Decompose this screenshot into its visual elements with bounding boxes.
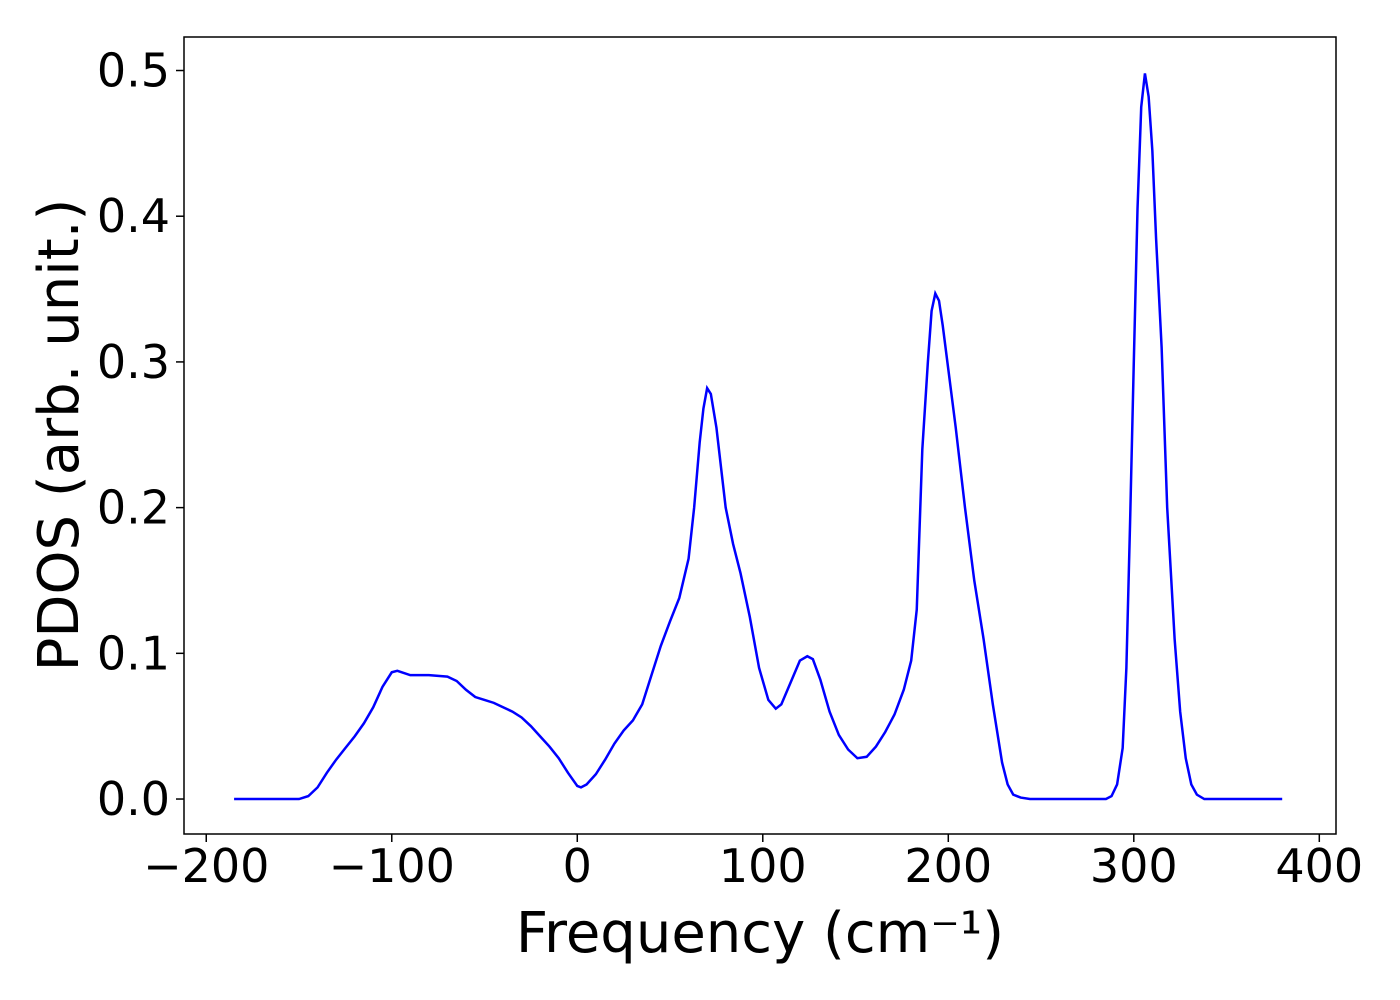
y-tick-label: 0.0 [97, 772, 170, 826]
y-axis-label: PDOS (arb. unit.) [27, 199, 92, 672]
x-tick-label: 100 [719, 839, 807, 893]
y-tick-label: 0.5 [97, 44, 170, 98]
x-tick-label: 0 [563, 839, 592, 893]
y-tick-label: 0.4 [97, 189, 170, 243]
x-tick-label: −200 [143, 839, 269, 893]
data-line [234, 73, 1283, 801]
y-tick-label: 0.2 [97, 481, 170, 535]
plot-frame [183, 36, 1337, 835]
y-tick-label: 0.1 [97, 626, 170, 680]
x-tick-label: 200 [904, 839, 992, 893]
x-tick-label: 400 [1275, 839, 1363, 893]
y-tick-label: 0.3 [97, 335, 170, 389]
x-axis-label: Frequency (cm⁻¹) [516, 901, 1004, 966]
x-tick-label: 300 [1090, 839, 1178, 893]
x-tick-label: −100 [329, 839, 455, 893]
